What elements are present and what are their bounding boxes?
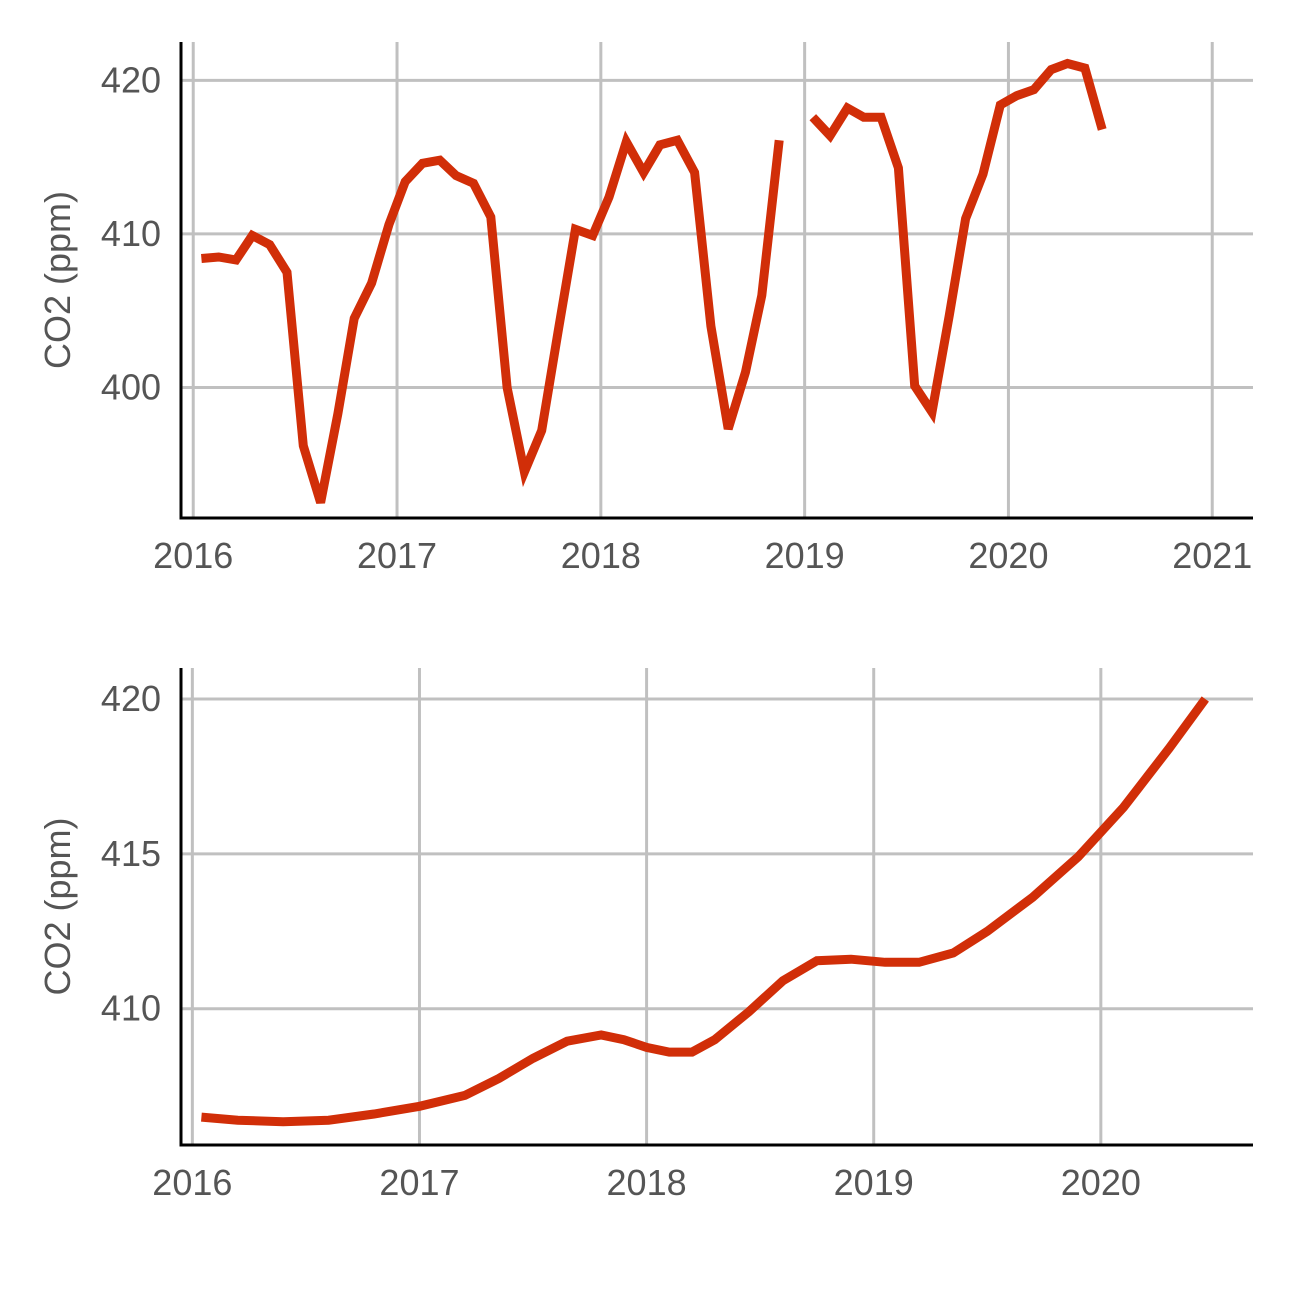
y-tick-label: 420 [101, 59, 161, 100]
x-tick-label: 2018 [561, 535, 641, 576]
x-tick-label: 2017 [357, 535, 437, 576]
series-line-segment [201, 696, 1209, 1127]
x-tick-label: 2018 [607, 1162, 687, 1203]
y-tick-label: 420 [101, 678, 161, 719]
y-axis-title: CO2 (ppm) [37, 817, 78, 995]
x-tick-label: 2019 [834, 1162, 914, 1203]
x-tick-label: 2020 [1061, 1162, 1141, 1203]
y-tick-label: 415 [101, 833, 161, 874]
x-tick-label: 2016 [152, 1162, 232, 1203]
series-line-segment [201, 130, 784, 504]
x-tick-label: 2020 [968, 535, 1048, 576]
y-tick-label: 400 [101, 366, 161, 407]
x-tick-label: 2017 [379, 1162, 459, 1203]
chart-panel-bottom: 410 415 420 2016 2017 2018 2019 2020 CO2 (ppm) [37, 668, 1253, 1203]
y-tick-label: 410 [101, 988, 161, 1029]
series-line-segment [809, 58, 1107, 424]
y-tick-label: 410 [101, 213, 161, 254]
x-tick-label: 2019 [765, 535, 845, 576]
chart-panel-top: 400 410 420 2016 2017 2018 2019 2020 2021 CO2 (pp… [37, 42, 1253, 576]
x-tick-label: 2016 [153, 535, 233, 576]
x-tick-label: 2021 [1172, 535, 1252, 576]
y-axis-title: CO2 (ppm) [37, 191, 78, 369]
